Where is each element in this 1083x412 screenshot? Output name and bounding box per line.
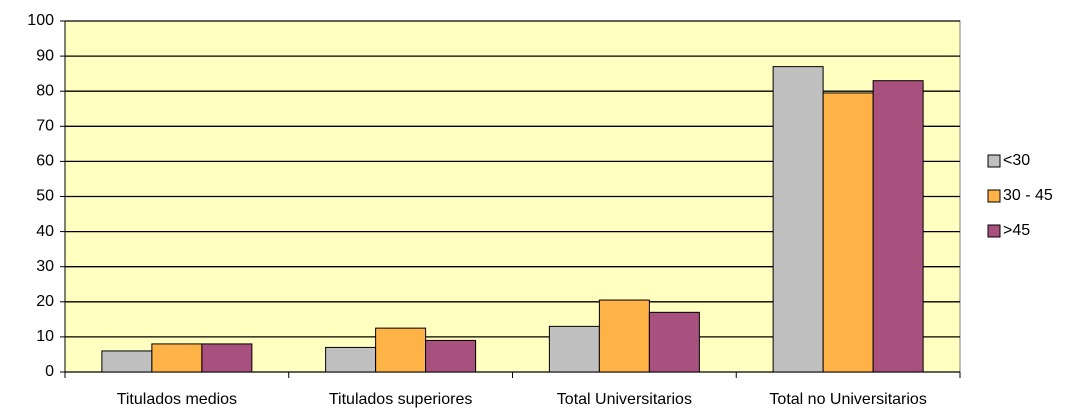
y-tick-label: 30: [36, 258, 54, 275]
y-tick-label: 40: [36, 223, 54, 240]
legend-label: >45: [1003, 222, 1030, 239]
y-tick-label: 10: [36, 328, 54, 345]
bar: [101, 350, 153, 373]
y-tick-label: 50: [36, 188, 54, 205]
bar: [548, 325, 600, 373]
y-tick-label: 0: [45, 363, 54, 380]
y-tick-label: 60: [36, 153, 54, 170]
y-tick-label: 90: [36, 47, 54, 64]
bar: [598, 299, 650, 373]
bar: [201, 343, 253, 373]
bar: [151, 343, 203, 373]
x-tick-label: Total Universitarios: [557, 391, 692, 408]
legend-swatch: [987, 224, 1001, 238]
bar: [325, 346, 377, 373]
legend-label: <30: [1003, 152, 1030, 169]
legend-swatch: [987, 189, 1001, 203]
y-tick-label: 20: [36, 293, 54, 310]
bar: [375, 327, 427, 373]
legend-swatch: [987, 154, 1001, 168]
bar: [772, 66, 824, 373]
x-tick-label: Titulados medios: [117, 391, 237, 408]
x-tick-label: Titulados superiores: [329, 391, 472, 408]
legend-label: 30 - 45: [1003, 187, 1053, 204]
bar: [872, 80, 924, 373]
y-tick-label: 100: [27, 12, 54, 29]
y-tick-label: 70: [36, 118, 54, 135]
bar: [425, 339, 477, 373]
x-tick-label: Total no Universitarios: [769, 391, 926, 408]
bar: [822, 92, 874, 373]
y-tick-label: 80: [36, 82, 54, 99]
bar: [648, 311, 700, 373]
